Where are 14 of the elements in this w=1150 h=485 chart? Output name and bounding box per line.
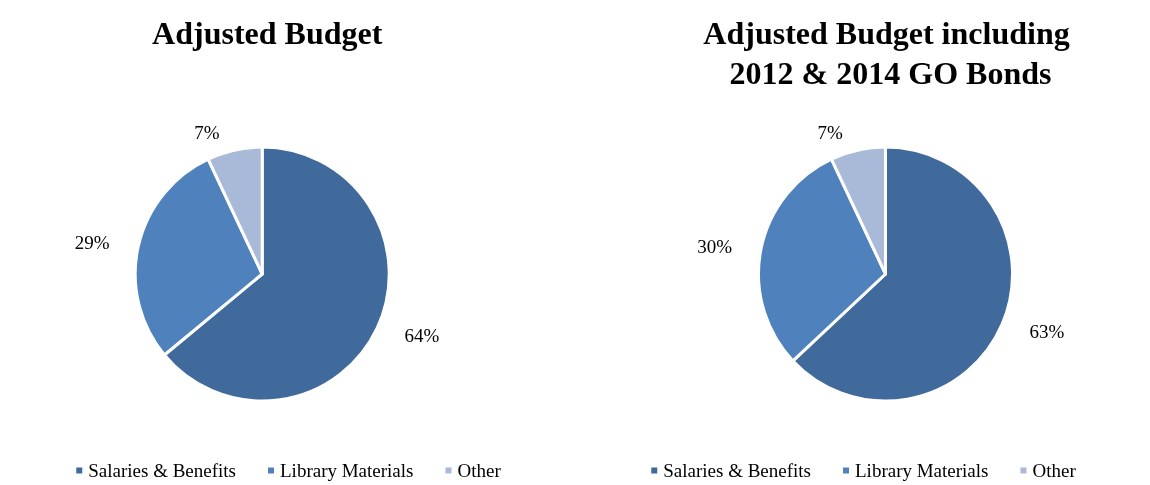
legend-label: Other bbox=[1032, 460, 1077, 481]
chart-title: Adjusted Budget including 2012 & 2014 GO Bonds bbox=[703, 15, 1078, 91]
legend-label: Library Materials bbox=[280, 460, 414, 481]
data-label: 64% bbox=[404, 325, 440, 347]
data-label: 7% bbox=[194, 122, 220, 144]
legend-label: Salaries & Benefits bbox=[88, 460, 237, 481]
legend-label: Library Materials bbox=[855, 460, 989, 481]
data-label: 30% bbox=[697, 236, 733, 258]
legend-label: Salaries & Benefits bbox=[663, 460, 812, 481]
chart-title: Adjusted Budget bbox=[152, 15, 383, 51]
data-label: 7% bbox=[817, 122, 844, 144]
data-label: 29% bbox=[74, 231, 110, 253]
legend-label: Other bbox=[457, 460, 502, 481]
data-label: 63% bbox=[1029, 321, 1065, 343]
